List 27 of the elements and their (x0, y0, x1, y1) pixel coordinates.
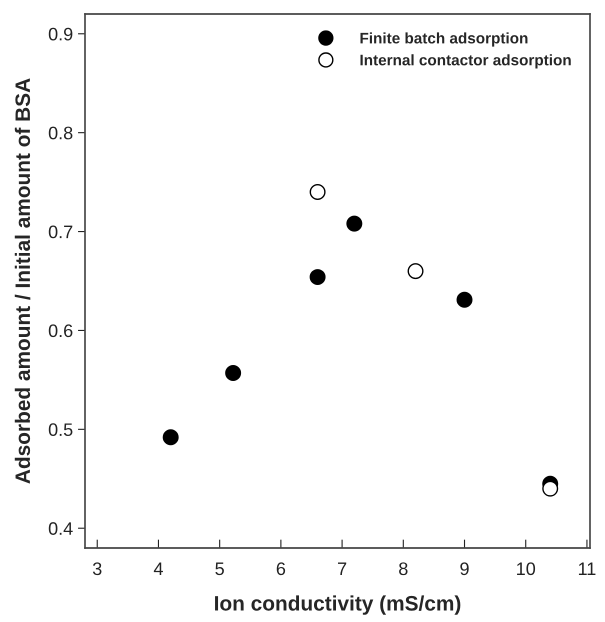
x-tick-label: 5 (215, 562, 224, 576)
point (225, 364, 242, 381)
point (310, 184, 326, 200)
point (542, 480, 558, 497)
x-tick-label: 6 (276, 562, 286, 576)
y-tick-label: 0.6 (48, 324, 72, 338)
x-tick-label: 4 (154, 562, 163, 575)
point (346, 216, 362, 232)
point (456, 292, 472, 308)
x-tick-label: 11 (578, 562, 596, 575)
point (408, 263, 424, 280)
x-tick-label: 3 (92, 562, 102, 576)
point (310, 269, 326, 286)
y-tick-label: 0.8 (48, 126, 72, 140)
y-tick-label: 0.9 (48, 28, 72, 40)
y-tick-label: 0.5 (48, 423, 72, 436)
y-tick-label: 0.7 (48, 225, 72, 238)
x-tick-label: 8 (399, 562, 408, 576)
legend-label: Internal contactor adsorption (360, 54, 571, 68)
legend-label: Finite batch adsorption (360, 32, 528, 47)
y-tick-label: 0.4 (48, 522, 73, 535)
x-tick-label: 7 (338, 562, 346, 575)
y-axis-title: Adsorbed amount / Initial amount of BSA (14, 78, 30, 484)
x-axis-title: Ion conductivity (mS/cm) (215, 595, 460, 615)
x-tick-label: 10 (517, 562, 536, 576)
x-tick-label: 9 (460, 562, 469, 576)
point (162, 429, 179, 446)
